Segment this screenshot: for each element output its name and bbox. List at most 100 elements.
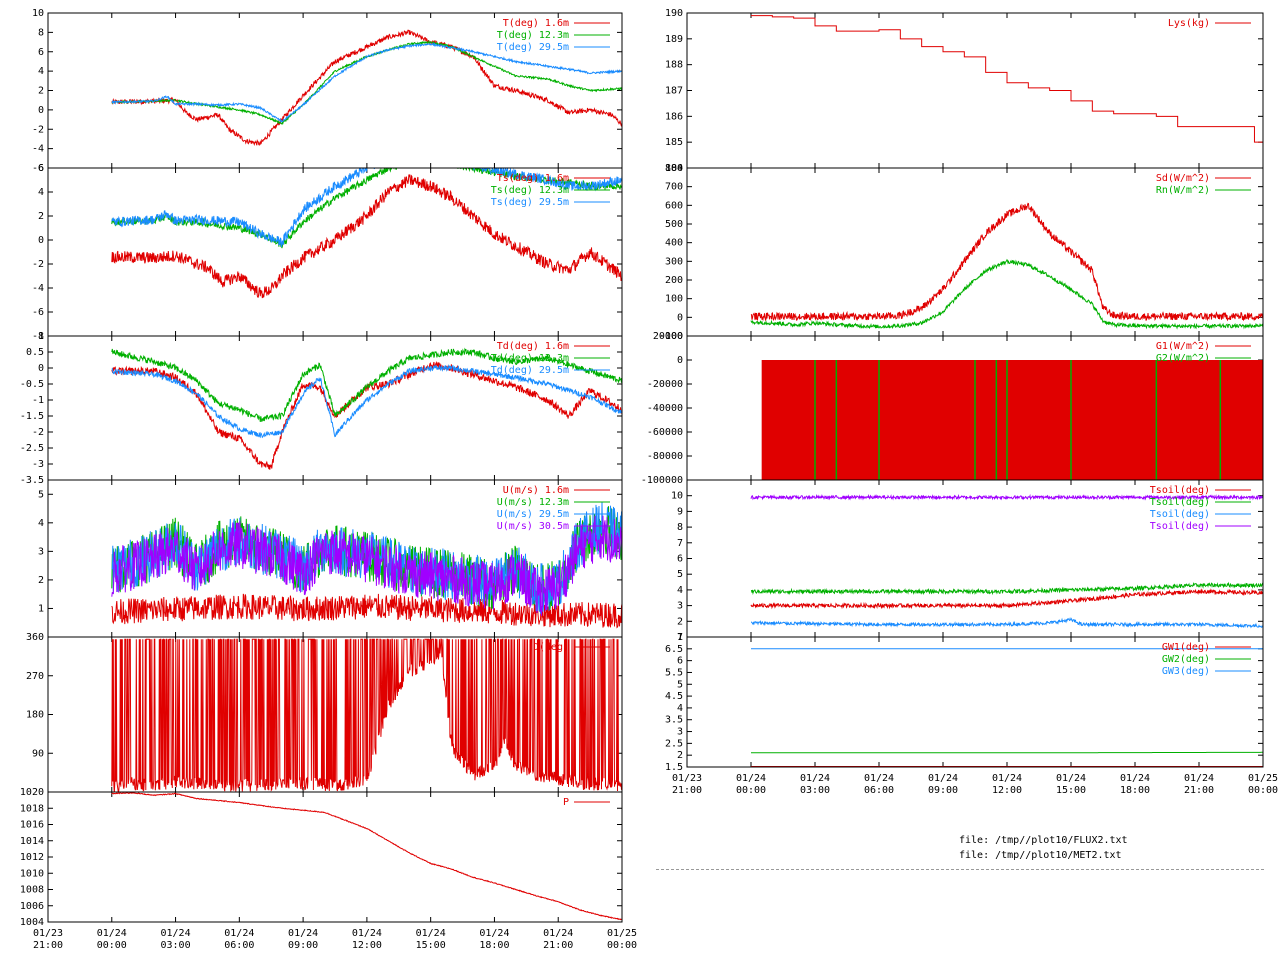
legend-entry: Ts(deg) 29.5m — [491, 197, 569, 208]
legend-entry: U(m/s) 30.5m — [497, 521, 569, 532]
y-tick-label: 2.5 — [665, 738, 683, 749]
legend-entry: Lys(kg) — [1168, 18, 1210, 29]
y-tick-label: 187 — [665, 86, 683, 97]
legend-entry: Tsoil(deg) — [1150, 521, 1210, 532]
x-tick-time: 00:00 — [607, 940, 637, 951]
y-tick-label: -60000 — [647, 427, 683, 438]
x-tick-date: 01/24 — [479, 928, 509, 939]
y-tick-label: 1 — [38, 331, 44, 342]
legend-entry: Td(deg) 12.3m — [491, 353, 569, 364]
y-tick-label: 184 — [665, 163, 683, 174]
y-tick-label: 4 — [38, 187, 44, 198]
y-tick-label: 4 — [677, 703, 683, 714]
series-line-sonic-temp-0 — [111, 174, 622, 299]
y-tick-label: 5 — [677, 569, 683, 580]
y-tick-label: 0.5 — [26, 347, 44, 358]
x-tick-date: 01/24 — [928, 773, 958, 784]
y-tick-label: 3 — [38, 546, 44, 557]
x-tick-time: 09:00 — [928, 785, 958, 796]
x-tick-date: 01/24 — [800, 773, 830, 784]
y-tick-label: 6 — [38, 47, 44, 58]
y-tick-label: 1014 — [20, 836, 44, 847]
y-tick-label: 3 — [677, 727, 683, 738]
y-tick-label: -4 — [32, 144, 44, 155]
legend-entry: T(deg) 29.5m — [497, 42, 569, 53]
x-tick-time: 06:00 — [224, 940, 254, 951]
x-tick-time: 03:00 — [800, 785, 830, 796]
y-tick-label: -2 — [32, 427, 44, 438]
y-tick-label: 800 — [665, 163, 683, 174]
y-tick-label: -6 — [32, 163, 44, 174]
legend-entry: T(deg) 1.6m — [503, 18, 569, 29]
legend-entry: U(m/s) 29.5m — [497, 509, 569, 520]
series-line-radiation-1 — [750, 258, 1263, 330]
legend-entry: Tsoil(deg) — [1150, 509, 1210, 520]
panel-radiation: -100 0 100 200 300 400 500 600 700 800 Sd(W/m^2)Rn… — [659, 163, 1264, 342]
series-line-ground-water-1 — [751, 751, 1263, 754]
series-line-air-temp-0 — [111, 29, 622, 146]
y-tick-label: 1018 — [20, 803, 44, 814]
y-tick-label: 1 — [38, 603, 44, 614]
footer-separator — [656, 869, 1264, 870]
plot-frame — [47, 791, 623, 923]
plot-frame — [686, 636, 1264, 768]
y-tick-label: 185 — [665, 137, 683, 148]
y-tick-label: 6 — [38, 163, 44, 174]
y-tick-label: 1010 — [20, 868, 44, 879]
x-tick-date: 01/25 — [1248, 773, 1278, 784]
panel-lysimeter: 184 185 186 187 188 189 190 Lys(kg) — [665, 8, 1264, 174]
panel-air-temp: -6 -4 -2 0 2 4 6 8 10 T(deg) 1.6mT(deg) 12.3mT(de… — [32, 8, 623, 174]
y-tick-label: -80000 — [647, 451, 683, 462]
y-tick-label: 20000 — [653, 331, 683, 342]
x-tick-date: 01/24 — [161, 928, 191, 939]
y-tick-label: 190 — [665, 8, 683, 19]
y-tick-label: 4.5 — [665, 691, 683, 702]
y-tick-label: 100 — [665, 294, 683, 305]
y-tick-label: 4 — [38, 66, 44, 77]
series-line-dew-temp-2 — [111, 364, 622, 439]
legend-entry: U(m/s) 12.3m — [497, 497, 569, 508]
y-tick-label: 300 — [665, 256, 683, 267]
x-tick-time: 15:00 — [416, 940, 446, 951]
y-tick-label: -4 — [32, 283, 44, 294]
y-tick-label: 4 — [38, 518, 44, 529]
x-tick-time: 03:00 — [161, 940, 191, 951]
x-tick-time: 21:00 — [1184, 785, 1214, 796]
series-line-soil-temp-0 — [750, 588, 1263, 610]
file-label-flux: file: /tmp//plot10/FLUX2.txt — [959, 835, 1128, 846]
series-soil-heat-flux-1 — [814, 360, 1222, 480]
y-tick-label: 6 — [677, 554, 683, 565]
y-tick-label: 400 — [665, 238, 683, 249]
y-tick-label: 186 — [665, 111, 683, 122]
x-tick-date: 01/24 — [97, 928, 127, 939]
y-tick-label: -2 — [32, 124, 44, 135]
y-tick-label: -40000 — [647, 403, 683, 414]
series-line-wind-speed-3 — [111, 515, 622, 616]
y-tick-label: -100 — [659, 331, 683, 342]
series-line-pressure-0 — [111, 792, 622, 921]
legend-entry: GW1(deg) — [1162, 642, 1210, 653]
plot-frame — [686, 12, 1264, 169]
y-tick-label: -1.5 — [20, 411, 44, 422]
y-tick-label: 1020 — [20, 787, 44, 798]
y-tick-label: -0.5 — [20, 379, 44, 390]
y-tick-label: -2 — [32, 259, 44, 270]
x-tick-date: 01/24 — [416, 928, 446, 939]
y-tick-label: 10 — [32, 8, 44, 19]
series-line-soil-temp-3 — [750, 493, 1263, 501]
y-tick-label: 1016 — [20, 820, 44, 831]
series-soil-heat-flux-0 — [761, 360, 1263, 480]
panel-wind-speed: 1 2 3 4 5 U(m/s) 1.6mU(m/s) 12.3mU(m/s) 29.5m… — [38, 479, 623, 638]
x-tick-date: 01/25 — [607, 928, 637, 939]
y-tick-label: 1008 — [20, 885, 44, 896]
panel-soil-heat-flux: -100000 -80000 -60000 -40000 -20000 0 20000 G1(… — [641, 331, 1264, 486]
legend-entry: GW2(deg) — [1162, 654, 1210, 665]
y-tick-label: 8 — [38, 27, 44, 38]
y-tick-label: 200 — [665, 275, 683, 286]
series-line-soil-temp-1 — [750, 581, 1263, 596]
series-line-dew-temp-0 — [111, 361, 622, 470]
series-line-radiation-0 — [750, 202, 1263, 322]
legend-entry: D(deg) — [533, 642, 569, 653]
x-tick-time: 18:00 — [1120, 785, 1150, 796]
